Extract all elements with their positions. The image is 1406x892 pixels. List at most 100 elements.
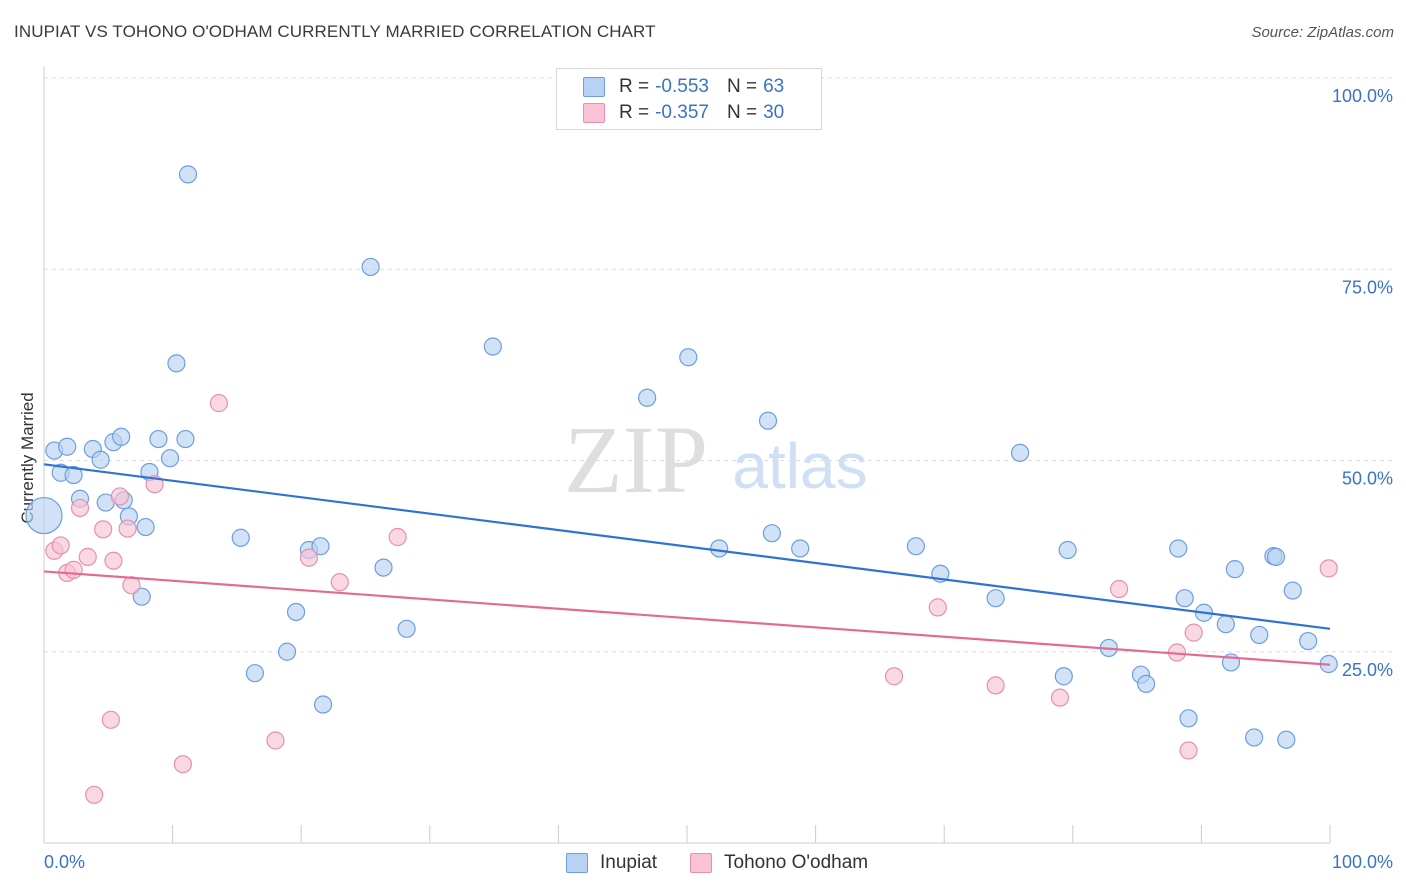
bottom-legend-label-inupiat: Inupiat bbox=[600, 852, 658, 873]
point-tohono bbox=[1319, 559, 1338, 578]
point-tohono bbox=[104, 551, 123, 570]
legend-swatch-inupiat bbox=[583, 77, 605, 97]
point-tohono bbox=[85, 785, 104, 804]
point-tohono bbox=[986, 676, 1005, 695]
trend-lines bbox=[43, 463, 1331, 666]
point-inupiat bbox=[1225, 560, 1244, 579]
point-tohono bbox=[118, 519, 137, 538]
point-inupiat bbox=[986, 589, 1005, 608]
point-inupiat bbox=[1216, 615, 1235, 634]
point-inupiat bbox=[311, 537, 330, 556]
point-tohono bbox=[209, 394, 228, 413]
legend-n-label: N = bbox=[726, 102, 758, 123]
bottom-legend-swatch-tohono bbox=[690, 853, 712, 873]
point-inupiat bbox=[245, 664, 265, 683]
point-tohono bbox=[51, 536, 70, 555]
point-inupiat bbox=[167, 354, 186, 373]
point-inupiat bbox=[160, 449, 180, 468]
point-inupiat bbox=[1010, 443, 1030, 462]
point-inupiat bbox=[1169, 539, 1188, 558]
legend-row-tohono: R = -0.357 N = 30 bbox=[583, 101, 784, 125]
point-inupiat bbox=[679, 348, 698, 367]
bottom-legend-swatch-inupiat bbox=[566, 853, 588, 873]
chart-source: Source: ZipAtlas.com bbox=[1251, 24, 1394, 41]
legend-n-value: 63 bbox=[763, 76, 785, 97]
point-inupiat bbox=[1245, 728, 1264, 747]
point-inupiat bbox=[58, 437, 77, 456]
point-inupiat bbox=[710, 539, 729, 558]
point-inupiat bbox=[91, 450, 110, 469]
point-tohono bbox=[266, 731, 285, 750]
data-points bbox=[25, 165, 1338, 804]
point-inupiat bbox=[1250, 625, 1269, 645]
point-inupiat bbox=[1277, 730, 1296, 749]
point-tohono bbox=[330, 573, 349, 592]
point-inupiat bbox=[1054, 667, 1073, 686]
point-tohono bbox=[1109, 579, 1129, 599]
grid-lines bbox=[44, 77, 1394, 653]
point-tohono bbox=[70, 498, 90, 518]
point-tohono bbox=[173, 755, 192, 774]
legend-row-inupiat: R = -0.553 N = 63 bbox=[583, 75, 784, 99]
point-inupiat bbox=[1137, 674, 1156, 693]
point-tohono bbox=[1179, 741, 1198, 760]
trend-line-tohono bbox=[43, 570, 1331, 666]
point-tohono bbox=[110, 487, 129, 506]
point-inupiat bbox=[638, 388, 657, 407]
point-inupiat bbox=[277, 642, 297, 661]
point-inupiat bbox=[176, 429, 195, 449]
point-inupiat bbox=[758, 411, 778, 430]
axes: 0.0% 100.0% bbox=[43, 66, 1393, 872]
legend-r-value: -0.357 bbox=[655, 102, 709, 123]
point-inupiat bbox=[313, 695, 333, 714]
point-inupiat bbox=[1266, 547, 1286, 566]
point-inupiat bbox=[178, 165, 198, 184]
point-tohono bbox=[884, 667, 904, 686]
y-tick-label: 50.0% bbox=[1342, 469, 1393, 489]
point-tohono bbox=[78, 547, 97, 566]
point-inupiat bbox=[149, 429, 168, 449]
x-tick-label-100: 100.0% bbox=[1332, 852, 1393, 872]
point-inupiat bbox=[483, 337, 502, 356]
correlation-legend: R = -0.553 N = 63 R = -0.357 N = 30 bbox=[556, 68, 822, 130]
legend-n-value: 30 bbox=[763, 102, 785, 123]
legend-swatch-tohono bbox=[583, 103, 605, 123]
watermark: ZIP atlas bbox=[564, 406, 868, 513]
point-inupiat bbox=[791, 539, 810, 558]
point-inupiat bbox=[132, 587, 151, 606]
point-inupiat bbox=[1058, 540, 1077, 560]
legend-r-label: R = bbox=[619, 76, 650, 97]
bottom-legend-tohono: Tohono O'odham bbox=[690, 852, 868, 874]
point-tohono bbox=[101, 710, 120, 729]
point-inupiat bbox=[906, 537, 926, 556]
point-inupiat bbox=[286, 602, 306, 622]
legend-r-value: -0.553 bbox=[655, 76, 709, 97]
point-inupiat bbox=[64, 465, 83, 485]
point-inupiat bbox=[1175, 589, 1194, 608]
point-tohono bbox=[64, 560, 83, 579]
bottom-legend-label-tohono: Tohono O'odham bbox=[724, 852, 869, 873]
point-inupiat bbox=[374, 558, 393, 577]
point-inupiat bbox=[25, 496, 63, 535]
legend-r-label: R = bbox=[619, 102, 650, 123]
point-tohono bbox=[299, 548, 319, 567]
point-inupiat bbox=[231, 528, 250, 547]
point-tohono bbox=[1184, 623, 1203, 642]
y-tick-label: 100.0% bbox=[1332, 86, 1393, 106]
chart-title: INUPIAT VS TOHONO O'ODHAM CURRENTLY MARR… bbox=[14, 22, 656, 41]
point-tohono bbox=[928, 598, 947, 617]
point-inupiat bbox=[361, 257, 380, 277]
watermark-atlas: atlas bbox=[732, 430, 867, 502]
point-inupiat bbox=[136, 517, 155, 537]
point-inupiat bbox=[1299, 631, 1318, 651]
point-inupiat bbox=[112, 427, 131, 446]
bottom-legend-inupiat: Inupiat bbox=[566, 852, 657, 874]
point-tohono bbox=[94, 520, 113, 539]
point-inupiat bbox=[762, 524, 781, 543]
point-inupiat bbox=[397, 619, 416, 638]
x-tick-label-0: 0.0% bbox=[44, 852, 85, 872]
trend-line-inupiat bbox=[43, 463, 1331, 630]
point-tohono bbox=[388, 527, 407, 547]
legend-n-label: N = bbox=[726, 76, 758, 97]
